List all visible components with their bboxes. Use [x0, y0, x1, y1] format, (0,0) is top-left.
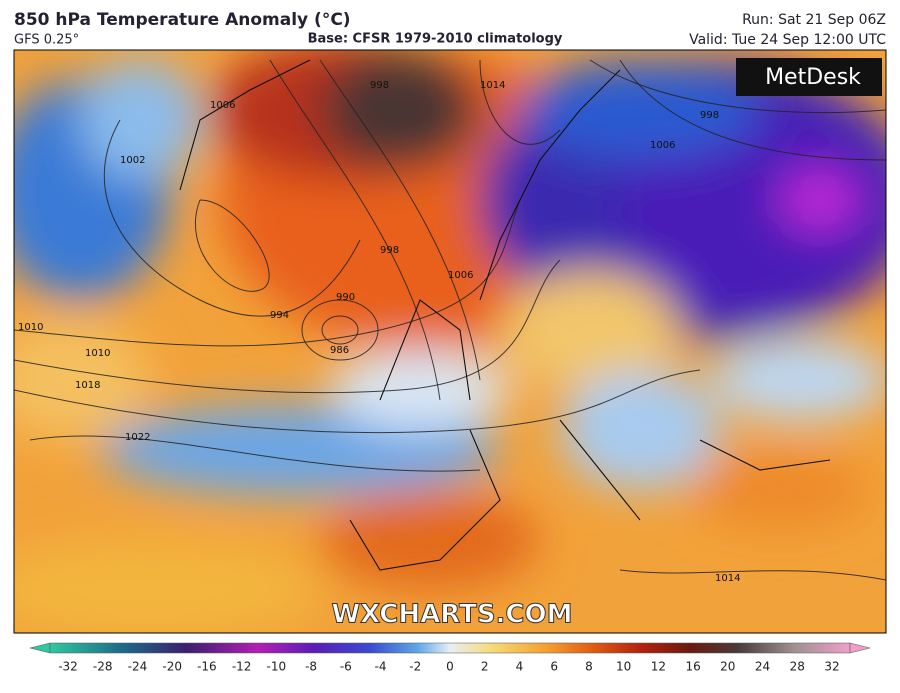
- watermark: WXCHARTS.COM: [331, 600, 572, 630]
- valid: Valid: Tue 24 Sep 12:00 UTC: [689, 32, 886, 48]
- colorbar-tick-label: 12: [651, 660, 666, 674]
- run: Run: Sat 21 Sep 06Z: [742, 12, 886, 28]
- isobar-label: 994: [270, 310, 289, 321]
- isobar-label: 986: [330, 345, 349, 356]
- colorbar-tick-label: -20: [162, 660, 182, 674]
- colorbar-tick-label: -2: [409, 660, 421, 674]
- colorbar-tick-label: 0: [446, 660, 454, 674]
- isobar-label: 1014: [480, 80, 505, 91]
- colorbar-tick-label: 8: [585, 660, 593, 674]
- colorbar-tick-label: 2: [481, 660, 489, 674]
- map-frame: [13, 49, 887, 634]
- colorbar-tick-label: 10: [616, 660, 631, 674]
- colorbar-tick-label: -28: [93, 660, 113, 674]
- isobar-label: 1022: [125, 432, 150, 443]
- isobar-label: 998: [700, 110, 719, 121]
- colorbar-tick-label: 4: [516, 660, 524, 674]
- colorbar-tick-label: 16: [685, 660, 700, 674]
- logo-box: [736, 58, 882, 96]
- colorbar-tick-label: -6: [340, 660, 352, 674]
- colorbar-tick-label: 28: [790, 660, 805, 674]
- isobar-label: 998: [370, 80, 389, 91]
- isobar-label: 990: [336, 292, 355, 303]
- colorbar-tick-label: -16: [197, 660, 217, 674]
- isobar-label: 1010: [85, 348, 110, 359]
- colorbar-tick-label: 6: [550, 660, 558, 674]
- base: Base: CFSR 1979-2010 climatology: [308, 32, 563, 47]
- colorbar-tick-label: -32: [58, 660, 78, 674]
- map: 1006 1002 998 1014 1018 1010 990 986 994…: [14, 50, 886, 633]
- title: 850 hPa Temperature Anomaly (°C): [14, 10, 351, 30]
- isobar-label: 1006: [650, 140, 675, 151]
- isobar-label: 1006: [210, 100, 235, 111]
- isobar-label: 1006: [448, 270, 473, 281]
- colorbar-tick-label: 32: [824, 660, 839, 674]
- colorbar-tick-label: 20: [720, 660, 735, 674]
- colorbar-tick-label: -8: [305, 660, 317, 674]
- colorbar-tick-label: -12: [232, 660, 252, 674]
- isobar-label: 1002: [120, 155, 145, 166]
- isobar-label: 1014: [715, 573, 740, 584]
- isobar-label: 1018: [75, 380, 100, 391]
- logo: MetDesk: [765, 65, 861, 90]
- isobar-label: 1010: [18, 322, 43, 333]
- colorbar-tick-label: -24: [128, 660, 148, 674]
- colorbar: -32 -28 -24 -20 -16 -12 -10 -8 -6 -4 -2 0 2 4 6 8 10 12 16…: [29, 642, 871, 674]
- isobar-label: 998: [380, 245, 399, 256]
- colorbar-tick-label: -4: [375, 660, 387, 674]
- colorbar-tick-label: -10: [267, 660, 287, 674]
- model: GFS 0.25°: [14, 33, 79, 48]
- colorbar-tick-label: 24: [755, 660, 770, 674]
